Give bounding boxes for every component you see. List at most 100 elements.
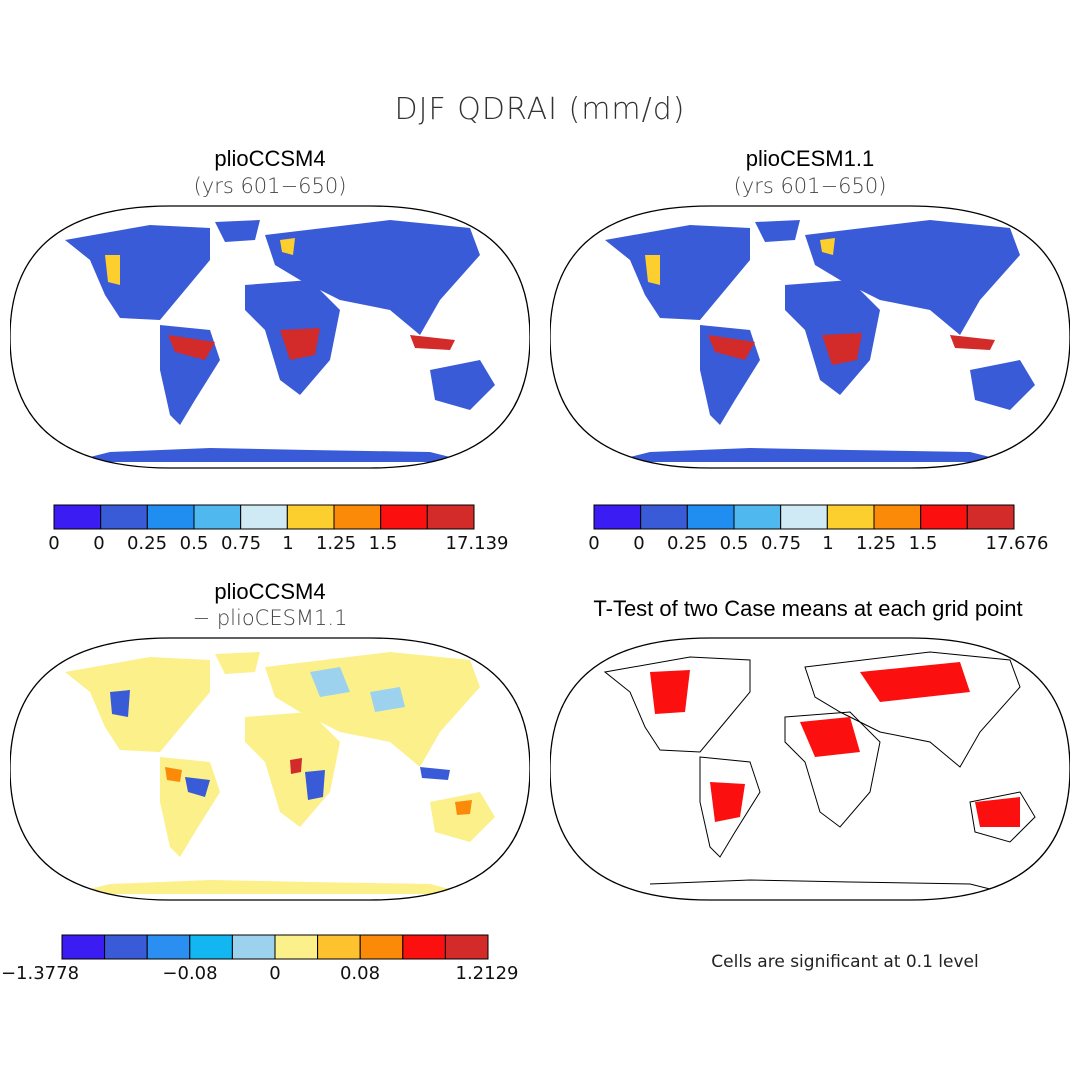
colorbar-tick-label: 0 [93,533,104,554]
colorbar-swatch [100,504,148,530]
colorbar-tick-label: 0.25 [127,533,167,554]
figure-title: DJF QDRAI (mm/d) [394,92,686,127]
colorbar-swatch [359,934,404,960]
colorbar-tick-label: 0.08 [340,963,380,984]
panel-subtitle-years-right: (yrs 601−650) [733,174,887,198]
colorbar-tick-label: 0.25 [667,533,707,554]
west-coast-runoff [645,255,660,285]
congo-high-runoff [280,328,320,360]
colorbar-tick-label: 0 [48,533,59,554]
colorbar-tick-label: 0 [269,963,280,984]
australia-land [970,360,1035,410]
europe-asia-land [265,220,480,335]
antarctica-coast [649,879,1011,895]
colorbar-swatch [686,504,735,530]
indonesia-high-runoff [410,335,455,350]
north-america-coast [603,656,751,753]
colorbar-swatch [274,934,319,960]
map-plioccsm4 [10,205,530,469]
north-america-land [65,657,210,752]
colorbar-swatch [193,504,242,530]
amazon-high-runoff [168,335,215,360]
map-pliocesm [550,205,1070,469]
africa-coast [784,711,881,828]
asia-light-blue [310,667,350,697]
antarctica-land [70,448,470,462]
colorbar-pliocesm: 0 0 0.25 0.5 0.75 1 1.25 1.5 17.676 [588,504,1049,554]
colorbar-tick-label: 1.25 [856,533,896,554]
colorbar-tick-label: 17.139 [446,533,509,554]
panel-title-pliocesm: plioCESM1.1 [745,146,875,171]
west-coast-runoff [105,255,120,285]
colorbar-tick-label: −1.3778 [1,963,79,984]
significance-note: Cells are significant at 0.1 level [711,952,979,972]
panel-title-ttest: T-Test of two Case means at each grid po… [593,596,1023,621]
europe-asia-land [805,220,1020,335]
congo-high-runoff [822,333,862,365]
colorbar-swatch [231,934,276,960]
colorbar-swatch [146,934,191,960]
greenland-land [215,220,260,242]
australia-coast [969,791,1036,843]
south-america-coast [699,756,761,858]
colorbar-swatch [380,504,428,530]
colorbar-swatch [873,504,922,530]
colorbar-tick-label: −0.08 [162,963,217,984]
amazon-positive [165,767,182,782]
south-america-negative [185,777,210,797]
australia-land [430,360,495,410]
antarctica-land [70,880,470,894]
panel-subtitle-years-left: (yrs 601−650) [193,174,347,198]
colorbar-swatch [593,504,642,530]
significant-cells-africa [800,717,860,757]
map-frame [550,637,1070,901]
colorbar-swatch [920,504,968,530]
australia-positive [455,800,472,815]
colorbar-swatch [640,504,688,530]
north-america-land [65,225,210,320]
asia-light-blue-2 [370,687,405,712]
land-layer [605,220,1035,462]
australia-land [430,792,495,842]
north-america-negative [110,690,130,717]
indonesia-high-runoff [950,335,995,350]
colorbar-tick-label: 1 [822,533,833,554]
greenland-land [755,220,800,242]
colorbar-swatch [444,934,489,960]
colorbar-swatch [286,504,335,530]
colorbar-difference: −1.3778 −0.08 0 0.08 1.2129 [1,934,519,984]
colorbar-tick-label: 1.2129 [456,963,519,984]
panel-title-difference: plioCCSM4 [214,579,326,604]
europe-runoff [280,238,295,255]
significant-cells-australia [975,797,1020,827]
land-layer [65,652,495,894]
colorbar-tick-label: 17.676 [986,533,1049,554]
map-frame [550,205,1070,469]
colorbar-swatch [402,934,446,960]
colorbar-swatch [733,504,782,530]
land-layer [65,220,495,462]
map-difference [10,637,530,901]
colorbar-tick-label: 0 [633,533,644,554]
africa-negative [305,770,325,800]
antarctica-land [610,448,1010,462]
colorbar-swatch [53,504,102,530]
colorbar-swatch [104,934,148,960]
indonesia-negative [420,767,450,780]
colorbar-swatch [189,934,233,960]
colorbar-tick-label: 0.5 [720,533,749,554]
colorbar-swatch [780,504,828,530]
colorbar-tick-label: 0.5 [180,533,209,554]
coastline-layer [603,651,1036,895]
colorbar-tick-label: 1.25 [316,533,356,554]
north-america-land [605,225,750,320]
significant-cells-sa [710,782,745,822]
europe-runoff [820,238,835,255]
map-frame [10,637,530,901]
colorbar-tick-label: 0 [588,533,599,554]
europe-asia-coast [804,651,1021,768]
map-frame [10,205,530,469]
colorbar-swatch [61,934,106,960]
africa-positive [290,758,302,774]
colorbar-swatch [317,934,361,960]
